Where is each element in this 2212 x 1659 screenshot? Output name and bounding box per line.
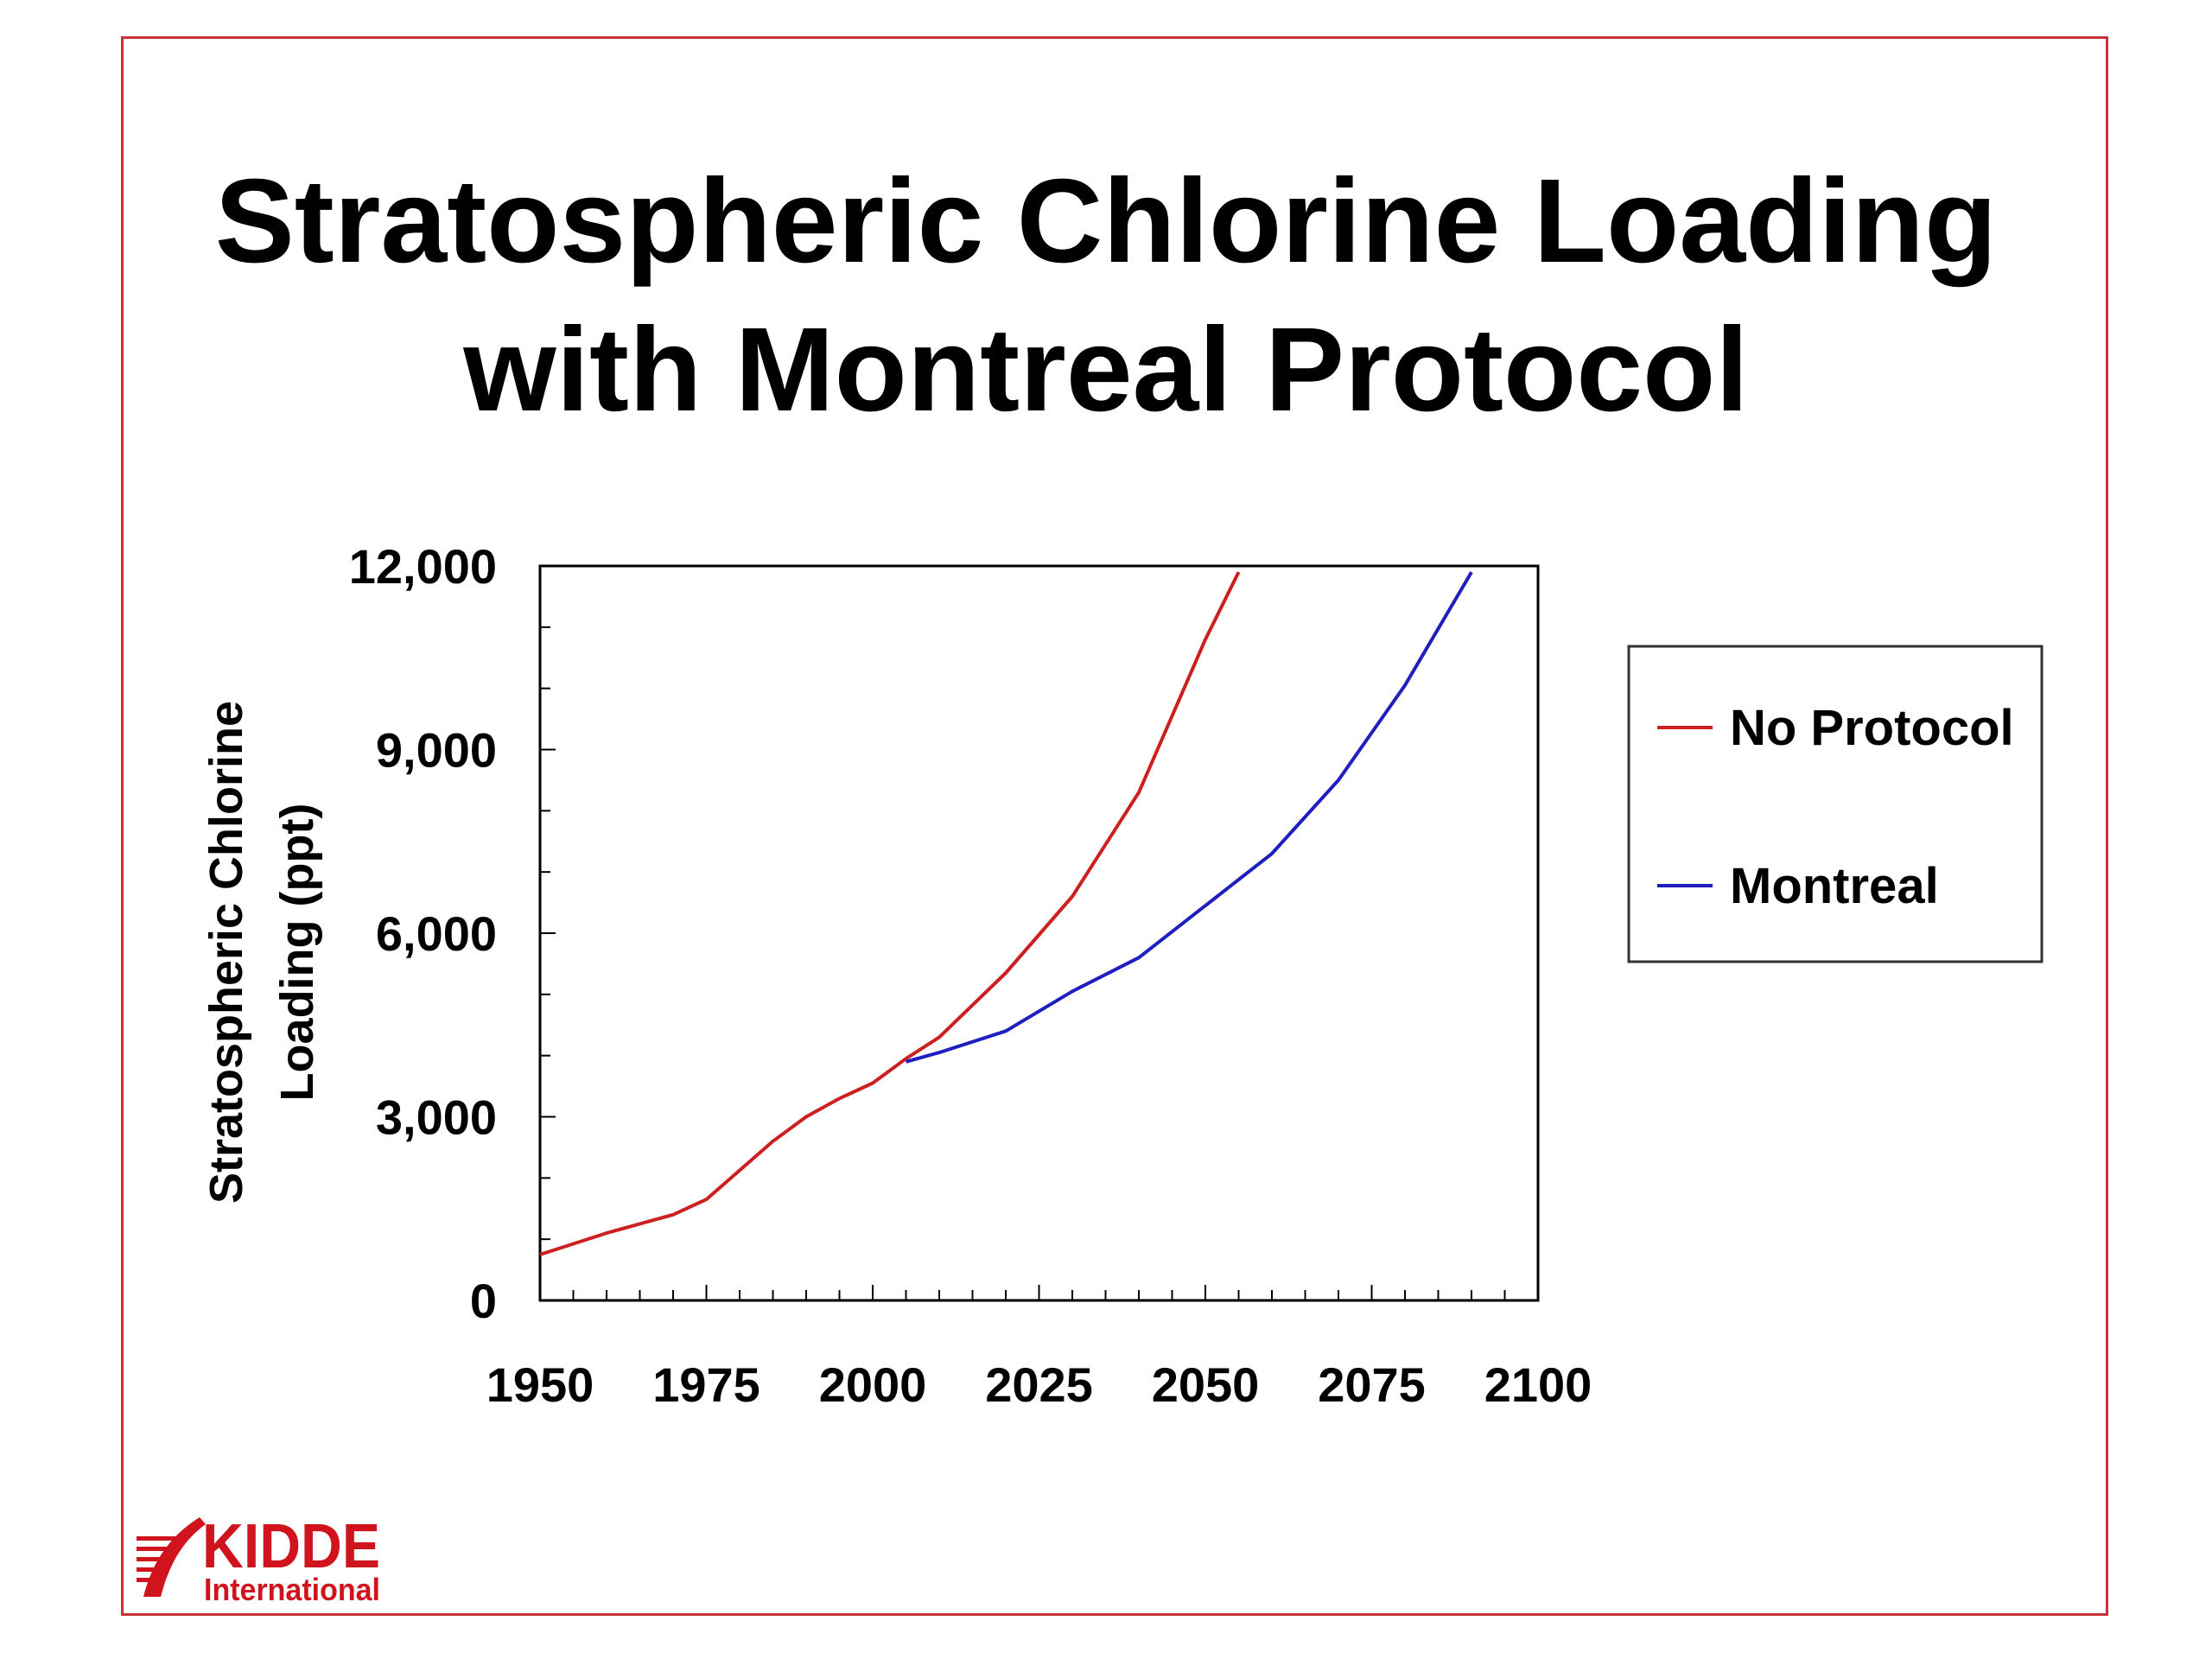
legend-label-no-protocol: No Protocol — [1730, 700, 2014, 756]
slide-frame — [121, 36, 2108, 1616]
y-axis-label-line-1: Stratospheric Chlorine — [200, 701, 252, 1204]
y-minor-ticks — [540, 565, 556, 1301]
x-tick-label: 2100 — [1484, 1357, 1592, 1412]
chart-title: Stratospheric Chlorine Loading with Mont… — [0, 147, 2212, 444]
logo-emblem-icon — [137, 1517, 206, 1597]
legend-label-montreal: Montreal — [1730, 858, 1939, 914]
y-tick-label: 3,000 — [376, 1090, 497, 1145]
x-tick-label: 1975 — [652, 1357, 760, 1412]
title-line-1: Stratospheric Chlorine Loading — [214, 155, 1998, 288]
x-tick-label: 2025 — [985, 1357, 1093, 1412]
logo-subtitle: International — [204, 1572, 380, 1605]
series-line-montreal — [905, 571, 1473, 1064]
x-tick-label: 2075 — [1318, 1357, 1426, 1412]
x-tick-label: 2050 — [1152, 1357, 1260, 1412]
logo-name: KIDDE — [202, 1512, 380, 1581]
y-tick-label: 12,000 — [349, 539, 497, 594]
x-tick-label: 1950 — [486, 1357, 594, 1412]
y-axis-label-line-2: Loading (ppt) — [271, 804, 323, 1102]
kidde-logo: KIDDE International — [137, 1512, 380, 1605]
series-group — [539, 571, 1473, 1256]
title-line-2: with Montreal Protocol — [463, 303, 1749, 436]
series-line-no-protocol — [539, 571, 1241, 1256]
y-axis-label: Stratospheric Chlorine Loading (ppt) — [200, 701, 323, 1204]
legend: No Protocol Montreal — [1627, 645, 2044, 963]
x-tick-label: 2000 — [819, 1357, 927, 1412]
y-tick-label: 0 — [470, 1274, 497, 1328]
y-tick-labels: 0 3,000 6,000 9,000 12,000 — [349, 539, 497, 1328]
y-tick-label: 6,000 — [376, 906, 497, 961]
legend-box — [1627, 645, 2044, 963]
x-minor-ticks — [539, 1285, 1539, 1300]
x-tick-labels: 1950 1975 2000 2025 2050 2075 2100 — [486, 1357, 1592, 1412]
y-tick-label: 9,000 — [376, 723, 497, 778]
